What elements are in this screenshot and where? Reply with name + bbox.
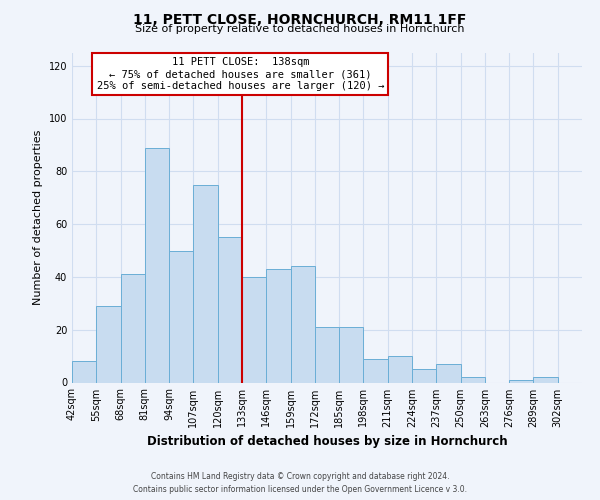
Bar bbox=[509, 380, 533, 382]
Bar bbox=[145, 148, 169, 382]
Bar bbox=[72, 362, 96, 382]
Bar bbox=[436, 364, 461, 382]
Text: Size of property relative to detached houses in Hornchurch: Size of property relative to detached ho… bbox=[135, 24, 465, 34]
Bar bbox=[315, 327, 339, 382]
Text: 11 PETT CLOSE:  138sqm
← 75% of detached houses are smaller (361)
25% of semi-de: 11 PETT CLOSE: 138sqm ← 75% of detached … bbox=[97, 58, 384, 90]
Text: Contains HM Land Registry data © Crown copyright and database right 2024.
Contai: Contains HM Land Registry data © Crown c… bbox=[133, 472, 467, 494]
Bar bbox=[290, 266, 315, 382]
Bar bbox=[242, 277, 266, 382]
Bar bbox=[412, 370, 436, 382]
Bar bbox=[193, 184, 218, 382]
Bar bbox=[533, 377, 558, 382]
Bar bbox=[339, 327, 364, 382]
Bar bbox=[96, 306, 121, 382]
X-axis label: Distribution of detached houses by size in Hornchurch: Distribution of detached houses by size … bbox=[146, 435, 508, 448]
Bar bbox=[388, 356, 412, 382]
Text: 11, PETT CLOSE, HORNCHURCH, RM11 1FF: 11, PETT CLOSE, HORNCHURCH, RM11 1FF bbox=[133, 12, 467, 26]
Bar bbox=[121, 274, 145, 382]
Bar bbox=[218, 238, 242, 382]
Bar bbox=[461, 377, 485, 382]
Bar bbox=[364, 358, 388, 382]
Bar bbox=[169, 250, 193, 382]
Y-axis label: Number of detached properties: Number of detached properties bbox=[33, 130, 43, 305]
Bar bbox=[266, 269, 290, 382]
